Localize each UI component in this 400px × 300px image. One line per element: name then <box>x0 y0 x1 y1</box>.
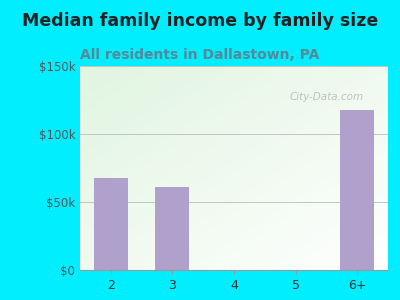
Text: All residents in Dallastown, PA: All residents in Dallastown, PA <box>80 48 320 62</box>
Bar <box>156 187 189 270</box>
Bar <box>94 178 128 270</box>
Bar <box>340 110 374 270</box>
Text: Median family income by family size: Median family income by family size <box>22 12 378 30</box>
Text: City-Data.com: City-Data.com <box>290 92 364 102</box>
